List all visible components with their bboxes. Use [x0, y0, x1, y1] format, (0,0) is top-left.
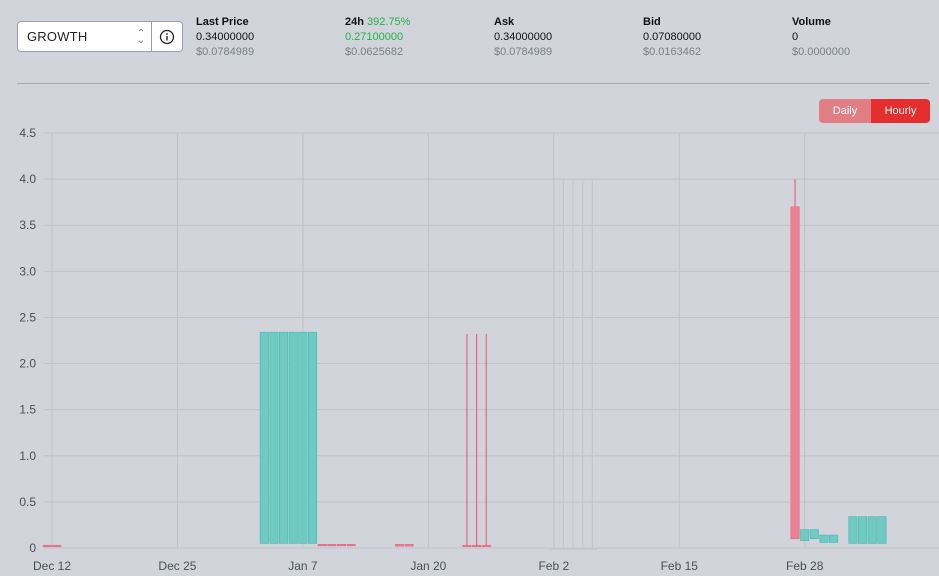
- x-tick-label: Jan 20: [410, 559, 446, 573]
- candle-body: [462, 544, 472, 548]
- candle-body: [288, 331, 298, 544]
- y-tick-label: 4.5: [19, 126, 36, 140]
- candle-body: [42, 544, 52, 548]
- stat-ask: Ask 0.34000000 $0.0784989: [494, 15, 552, 60]
- stat-volume: Volume 0 $0.0000000: [792, 15, 850, 60]
- info-icon: [159, 29, 175, 44]
- candle-body: [829, 534, 839, 543]
- candle-body: [848, 516, 858, 544]
- stat-usd: $0.0784989: [196, 46, 255, 58]
- candle-body: [327, 544, 337, 547]
- y-tick-label: 4.0: [19, 172, 36, 186]
- candle-body: [298, 331, 308, 544]
- y-tick-label: 3.0: [19, 264, 36, 278]
- y-tick-label: 2.5: [19, 310, 36, 324]
- chevron-updown-icon: ⌃ ⌄: [136, 27, 146, 46]
- stat-value: 0.34000000: [494, 31, 553, 43]
- candle-body: [52, 544, 62, 548]
- candle-body: [336, 544, 346, 547]
- stat-value: 0.07080000: [643, 31, 702, 43]
- candle-body: [800, 529, 810, 541]
- y-tick-label: 1.5: [19, 403, 36, 417]
- y-tick-label: 2.0: [19, 357, 36, 371]
- stat-label: Volume: [792, 16, 831, 28]
- stat-label: Ask: [494, 16, 515, 28]
- candle-body: [568, 547, 578, 550]
- stat-bid: Bid 0.07080000 $0.0163462: [643, 15, 701, 60]
- candle-body: [394, 544, 404, 547]
- candle-body: [549, 547, 559, 550]
- stat-label: 24h: [345, 16, 364, 28]
- candle-body: [308, 331, 318, 544]
- x-tick-label: Feb 2: [538, 559, 569, 573]
- change-percent: 392.75%: [367, 16, 411, 28]
- candle-body: [259, 331, 269, 544]
- stat-label: Bid: [643, 16, 661, 28]
- chart-grid: [44, 132, 939, 549]
- stat-value: 0.34000000: [196, 31, 255, 43]
- candle-body: [877, 516, 887, 544]
- stat-usd: $0.0625682: [345, 46, 404, 58]
- x-tick-label: Dec 12: [33, 559, 71, 573]
- candle-body: [317, 544, 327, 547]
- interval-toggle: Daily Hourly: [819, 99, 930, 123]
- stat-usd: $0.0000000: [792, 46, 851, 58]
- daily-button[interactable]: Daily: [819, 99, 871, 123]
- select-divider: [151, 22, 152, 51]
- candles: [42, 179, 887, 548]
- stat-usd: $0.0784989: [494, 46, 553, 58]
- candle-body: [867, 516, 877, 544]
- x-tick-label: Feb 15: [661, 559, 699, 573]
- x-axis: Dec 12 Dec 25 Jan 7 Jan 20 Feb 2 Feb 15 Feb 28: [33, 559, 824, 573]
- stat-value: 0.27100000: [345, 31, 404, 43]
- y-tick-label: 0: [29, 541, 36, 555]
- candle-body: [558, 547, 568, 550]
- y-tick-label: 1.0: [19, 449, 36, 463]
- candle-body: [858, 516, 868, 544]
- candle-body: [404, 544, 414, 547]
- candle-body: [809, 529, 819, 540]
- candle-body: [587, 547, 597, 550]
- x-tick-label: Feb 28: [786, 559, 824, 573]
- y-tick-label: 0.5: [19, 495, 36, 509]
- info-button[interactable]: [152, 22, 182, 51]
- stat-value: 0: [792, 31, 799, 43]
- stat-24h: 24h 392.75% 0.27100000 $0.0625682: [345, 15, 410, 60]
- market-select[interactable]: GROWTH ⌃ ⌄: [17, 21, 183, 52]
- candle-body: [578, 547, 588, 550]
- faint-candles: [549, 179, 597, 550]
- hourly-button[interactable]: Hourly: [871, 99, 930, 123]
- y-tick-label: 3.5: [19, 218, 36, 232]
- stat-last-price: Last Price 0.34000000 $0.0784989: [196, 15, 254, 60]
- x-tick-label: Jan 7: [288, 559, 318, 573]
- candle-body: [269, 331, 279, 544]
- stat-label: Last Price: [196, 16, 249, 28]
- candle-body: [819, 534, 829, 543]
- header-divider: [17, 83, 929, 84]
- market-select-value: GROWTH: [27, 29, 88, 44]
- y-axis: 0 0.5 1.0 1.5 2.0 2.5 3.0 3.5 4.0 4.5: [19, 126, 36, 555]
- x-tick-label: Dec 25: [158, 559, 196, 573]
- stat-usd: $0.0163462: [643, 46, 702, 58]
- candle-body: [346, 544, 356, 547]
- candle-body: [472, 544, 482, 548]
- candle-body: [790, 206, 800, 540]
- candle-body: [481, 544, 491, 548]
- candle-body: [279, 331, 289, 544]
